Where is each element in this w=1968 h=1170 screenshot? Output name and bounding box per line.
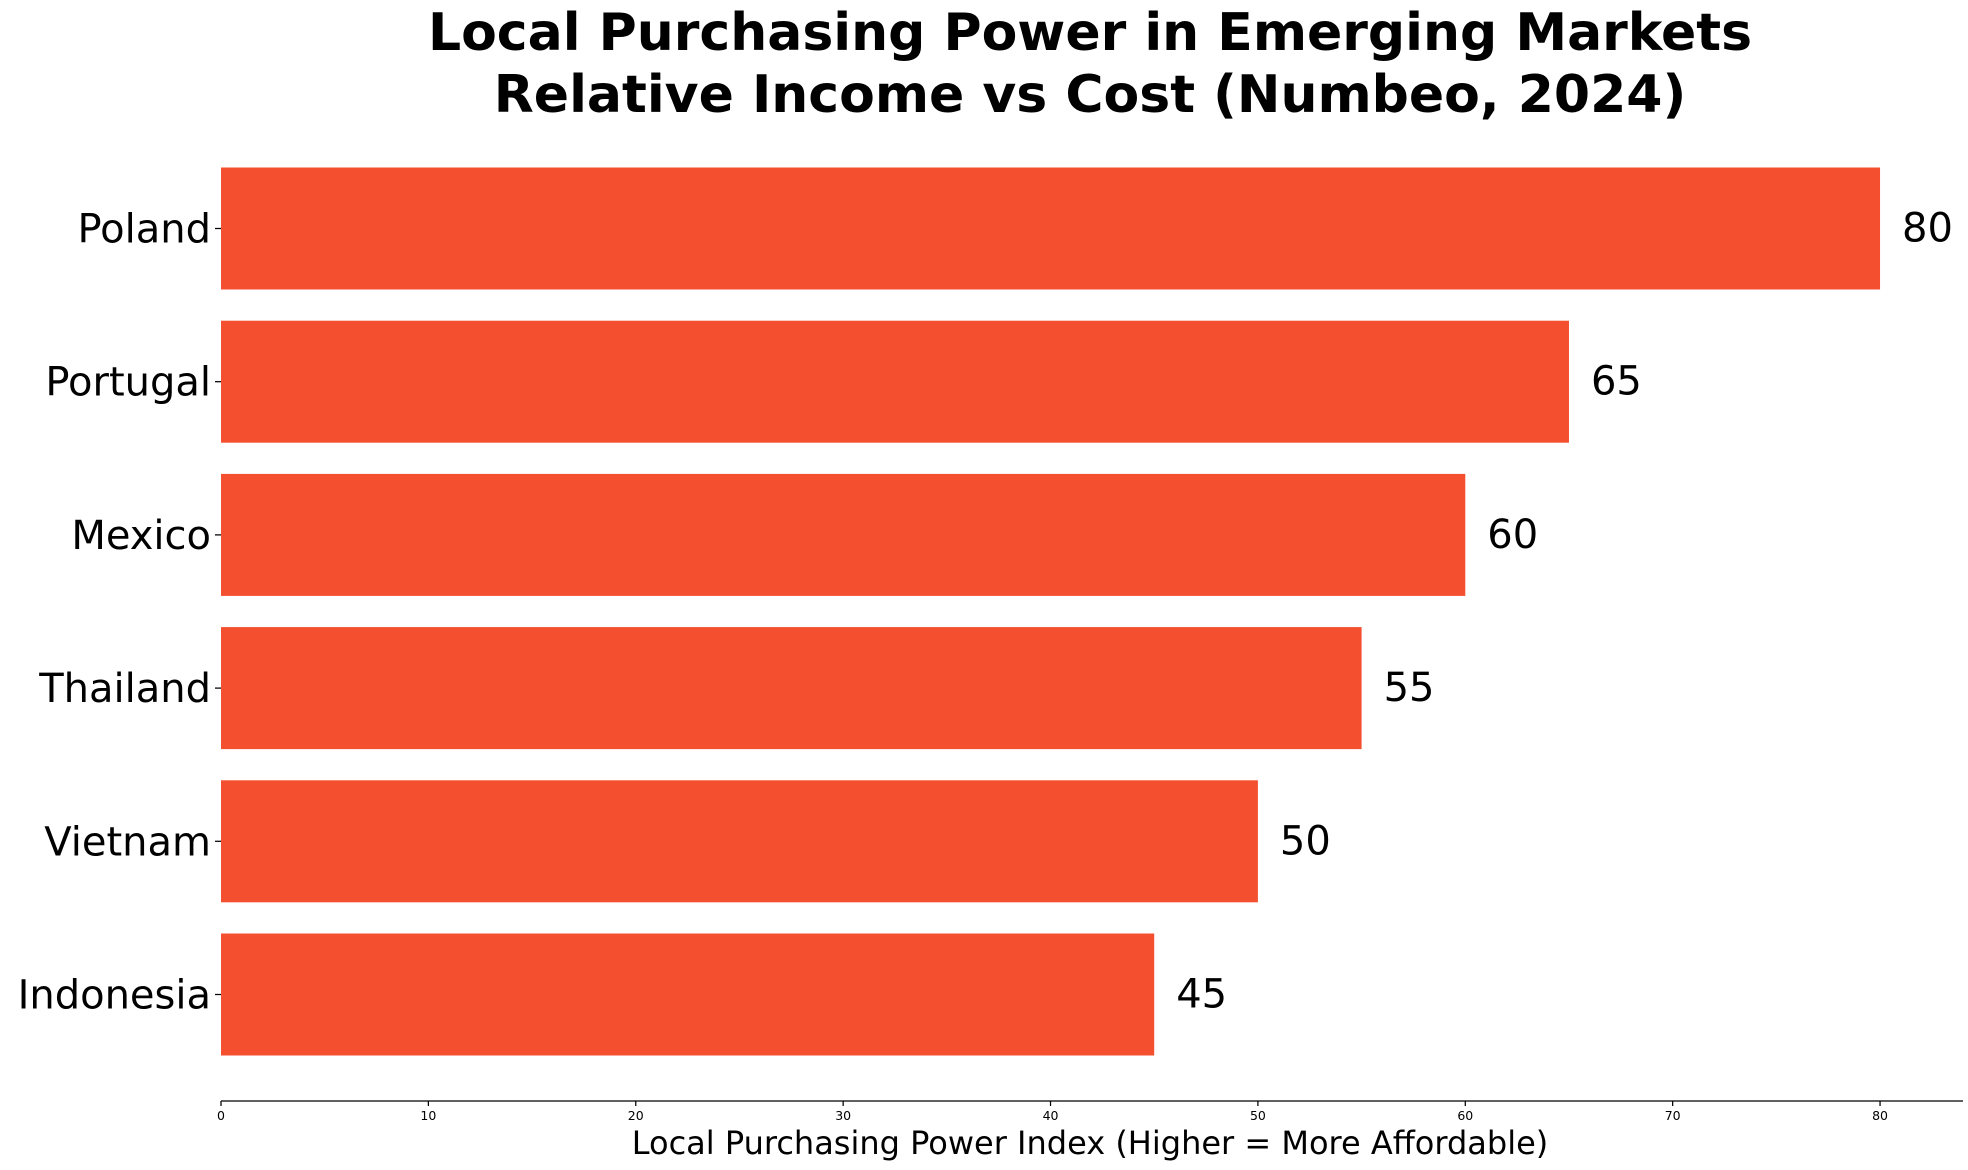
- x-tick-label: 40: [1043, 1108, 1059, 1123]
- bar-portugal: [221, 320, 1569, 443]
- bar-indonesia: [221, 933, 1155, 1056]
- bars-group: [221, 167, 1881, 1056]
- x-axis-label: Local Purchasing Power Index (Higher = M…: [632, 1124, 1549, 1162]
- y-tick-label-portugal: Portugal: [45, 360, 211, 406]
- value-label-thailand: 55: [1384, 665, 1435, 711]
- value-label-indonesia: 45: [1176, 972, 1227, 1018]
- x-tick-label: 70: [1665, 1108, 1681, 1123]
- value-label-vietnam: 50: [1280, 818, 1331, 864]
- x-tick-label: 0: [217, 1108, 225, 1123]
- bar-vietnam: [221, 780, 1258, 903]
- x-tick-label: 20: [628, 1108, 644, 1123]
- y-tick-label-vietnam: Vietnam: [44, 819, 211, 865]
- x-tick-label: 80: [1872, 1108, 1888, 1123]
- x-tick-label: 10: [420, 1108, 436, 1123]
- chart-title-line-1: Local Purchasing Power in Emerging Marke…: [428, 3, 1752, 63]
- chart-title-line-2: Relative Income vs Cost (Numbeo, 2024): [494, 65, 1686, 125]
- value-labels-group: 80 65 60 55 50 45: [1176, 206, 1953, 1018]
- x-tick-label: 30: [835, 1108, 851, 1123]
- value-label-mexico: 60: [1487, 512, 1538, 558]
- bar-thailand: [221, 627, 1362, 750]
- y-tick-label-thailand: Thailand: [38, 666, 211, 712]
- y-axis: Poland Portugal Mexico Thailand Vietnam Indon…: [18, 207, 221, 1019]
- bar-mexico: [221, 473, 1466, 596]
- y-tick-label-poland: Poland: [77, 207, 211, 253]
- x-tick-label: 50: [1250, 1108, 1266, 1123]
- y-tick-label-mexico: Mexico: [71, 513, 211, 559]
- value-label-portugal: 65: [1591, 359, 1642, 405]
- y-tick-label-indonesia: Indonesia: [18, 973, 211, 1019]
- x-axis: 0 10 20 30 40 50 60 70 80: [217, 1100, 1963, 1123]
- bar-poland: [221, 167, 1881, 290]
- x-tick-label: 60: [1457, 1108, 1473, 1123]
- value-label-poland: 80: [1902, 206, 1953, 252]
